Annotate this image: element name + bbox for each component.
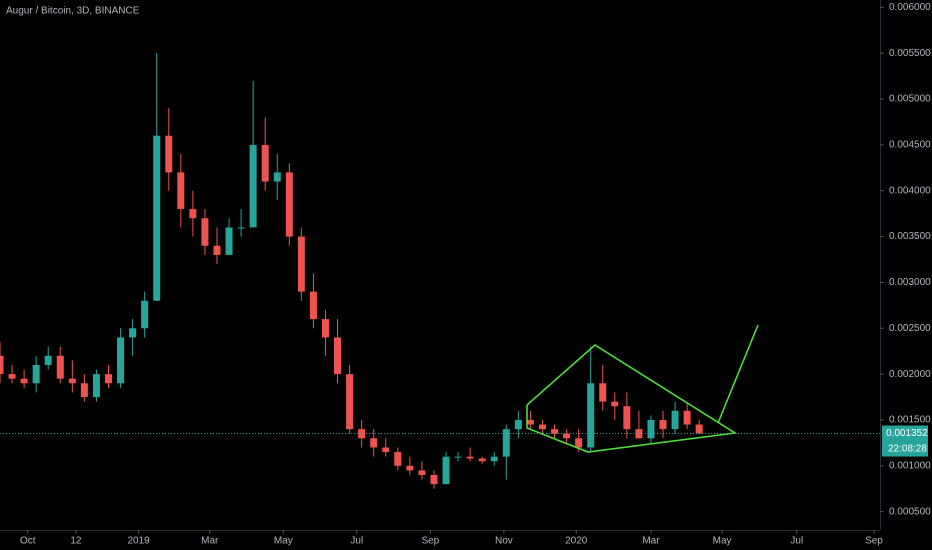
x-tick-label: Nov — [495, 536, 513, 547]
x-tick-label: Mar — [201, 536, 219, 547]
candle-body — [466, 456, 474, 459]
y-tick-label: 0.005500 — [889, 48, 931, 59]
candle-body — [478, 458, 486, 462]
x-tick-label: Jul — [350, 536, 363, 547]
candle-body — [526, 419, 534, 425]
candle-body — [502, 429, 510, 457]
candle-body — [430, 474, 438, 485]
y-tick-label: 0.004000 — [889, 185, 931, 196]
candle-body — [647, 419, 655, 439]
candle-body — [346, 374, 354, 430]
candle-body — [225, 227, 233, 255]
candle-body — [659, 419, 667, 430]
candle-body — [68, 378, 76, 384]
candle-body — [442, 456, 450, 485]
countdown-box — [882, 441, 928, 457]
candle-body — [165, 135, 173, 173]
x-tick-label: Oct — [20, 536, 36, 547]
y-tick-label: 0.000500 — [889, 506, 931, 517]
candle-body — [563, 433, 571, 439]
candle-body — [587, 383, 595, 448]
candle-body — [611, 401, 619, 407]
candle-body — [189, 209, 197, 219]
candle-body — [297, 236, 305, 292]
candle-body — [129, 328, 137, 338]
x-tick-label: 2019 — [128, 536, 151, 547]
y-tick-label: 0.001000 — [889, 460, 931, 471]
candle-body — [671, 410, 679, 430]
candle-body — [56, 355, 64, 379]
candle-body — [141, 300, 149, 329]
candle-body — [273, 172, 281, 182]
candle-body — [201, 218, 209, 246]
drawing — [526, 324, 759, 453]
target-line — [717, 324, 759, 424]
y-tick-label: 0.002000 — [889, 369, 931, 380]
candle-body — [599, 383, 607, 402]
x-tick-label: Sep — [421, 536, 439, 547]
candle-body — [635, 429, 643, 439]
y-tick-label: 0.003000 — [889, 277, 931, 288]
last-price-label: 0.001352 — [886, 428, 928, 439]
candle-body — [394, 452, 402, 466]
candle-body — [406, 465, 414, 471]
y-tick-label: 0.004500 — [889, 140, 931, 151]
candle-body — [490, 456, 498, 462]
candle-body — [334, 337, 342, 375]
candle-body — [623, 406, 631, 430]
candle-body — [0, 355, 4, 375]
candle-body — [358, 429, 366, 439]
candle-body — [213, 245, 221, 255]
x-tick-label: Sep — [865, 536, 883, 547]
y-tick-label: 0.001500 — [889, 415, 931, 426]
candle-body — [683, 410, 691, 425]
x-tick-label: 2020 — [565, 536, 588, 547]
candle-body — [92, 374, 100, 398]
candle-body — [309, 291, 317, 320]
candle-body — [237, 227, 245, 229]
candle-body — [249, 144, 257, 228]
candle-body — [153, 135, 161, 301]
candle-body — [551, 429, 559, 434]
x-tick-label: Mar — [642, 536, 660, 547]
candle-body — [20, 378, 28, 384]
y-tick-label: 0.006000 — [889, 2, 931, 13]
candle-body — [117, 337, 125, 384]
x-tick-label: May — [274, 536, 293, 547]
last-price-box — [882, 425, 928, 442]
candle-body — [695, 424, 703, 434]
x-tick-label: May — [713, 536, 732, 547]
candle-body — [538, 424, 546, 430]
y-tick-label: 0.003500 — [889, 231, 931, 242]
candle-body — [382, 447, 390, 453]
chart-title: Augur / Bitcoin, 3D, BINANCE — [6, 6, 140, 17]
candle-body — [370, 438, 378, 448]
diamond-pattern — [526, 344, 738, 453]
candle-body — [80, 383, 88, 398]
candle-body — [454, 456, 462, 458]
y-tick-label: 0.002500 — [889, 323, 931, 334]
candle-body — [8, 374, 16, 379]
candle-body — [321, 319, 329, 338]
y-tick-label: 0.005000 — [889, 94, 931, 105]
plot-area — [0, 53, 703, 489]
candle-body — [104, 374, 112, 384]
candle-body — [32, 364, 40, 384]
countdown-label: 22:08:28 — [888, 444, 927, 455]
candle-body — [514, 419, 522, 430]
candle-body — [418, 470, 426, 475]
candle-body — [177, 172, 185, 210]
candle-body — [285, 172, 293, 237]
candle-body — [44, 355, 52, 365]
x-tick-label: 12 — [70, 536, 82, 547]
candle-body — [261, 144, 269, 182]
x-tick-label: Jul — [790, 536, 803, 547]
candle-body — [575, 438, 583, 448]
